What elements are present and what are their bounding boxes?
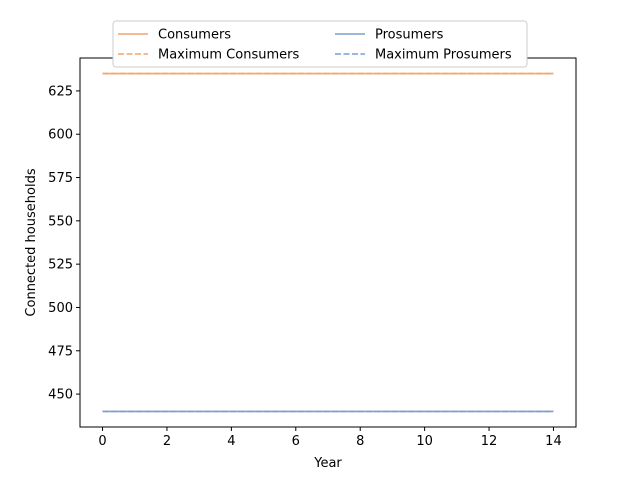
y-axis-ticks: 450 475 500 525 550 575 600 625 [48, 84, 80, 403]
x-tick-label: 4 [227, 434, 235, 449]
legend-label: Prosumers [375, 28, 444, 43]
legend: Consumers Maximum Consumers Prosumers Maxim… [112, 20, 528, 68]
y-tick-label: 600 [48, 128, 73, 143]
y-tick-label: 475 [48, 344, 73, 359]
y-tick-label: 625 [48, 84, 73, 99]
legend-label: Maximum Consumers [158, 48, 299, 63]
x-tick-label: 14 [545, 434, 562, 449]
y-tick-label: 575 [48, 171, 73, 186]
x-tick-label: 8 [356, 434, 364, 449]
legend-box [112, 20, 528, 68]
legend-label: Maximum Prosumers [375, 48, 512, 63]
x-tick-label: 6 [292, 434, 300, 449]
x-tick-label: 12 [481, 434, 498, 449]
y-tick-label: 500 [48, 301, 73, 316]
y-axis-label: Connected households [24, 168, 39, 316]
y-tick-label: 525 [48, 258, 73, 273]
x-tick-label: 10 [416, 434, 433, 449]
x-tick-label: 0 [98, 434, 106, 449]
legend-label: Consumers [158, 28, 231, 43]
x-axis-label: Year [313, 456, 342, 471]
series-layer [102, 72, 554, 413]
axes-frame [79, 57, 577, 428]
y-tick-label: 550 [48, 214, 73, 229]
x-tick-label: 2 [163, 434, 171, 449]
y-tick-label: 450 [48, 388, 73, 403]
x-axis-ticks: 0 2 4 6 8 10 12 14 [98, 427, 562, 449]
